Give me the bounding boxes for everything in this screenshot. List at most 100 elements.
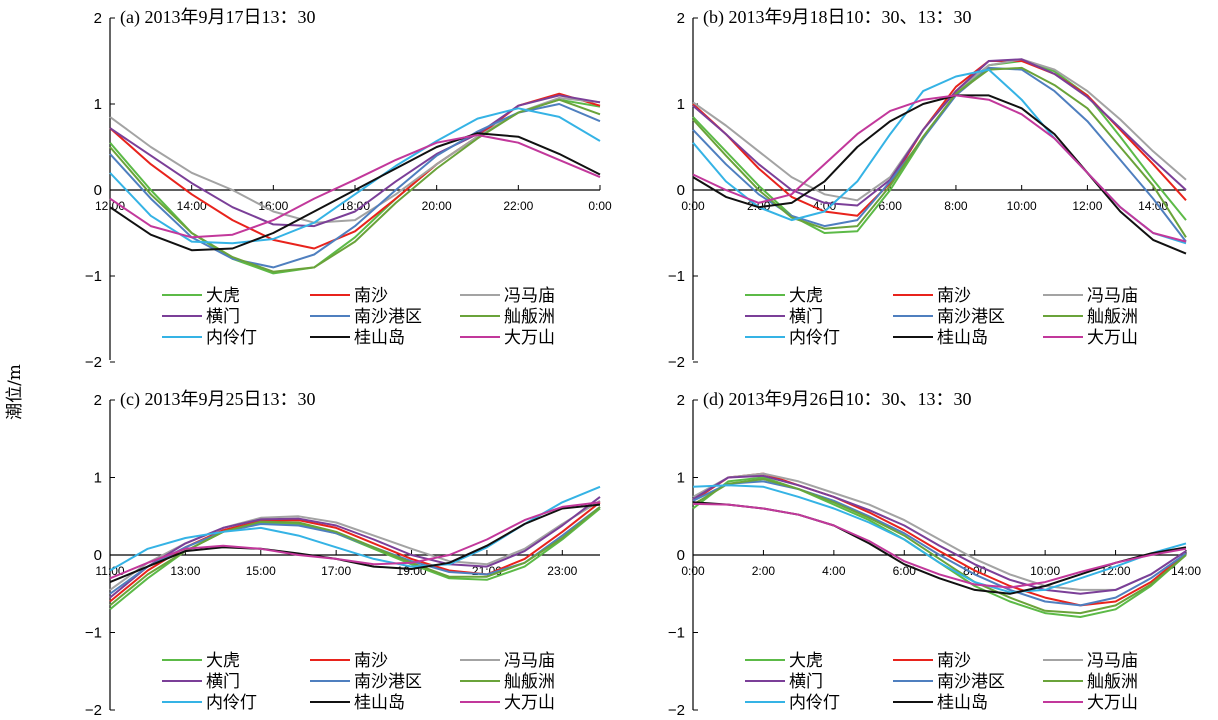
- panel-c-y-tick-label: −2: [85, 702, 102, 719]
- panel-a-y-tick-label: 1: [94, 96, 102, 113]
- panel-c-series-line: [109, 506, 601, 607]
- panel-a-series-line: [109, 107, 601, 245]
- panel-a-legend-label: 冯马庙: [504, 286, 555, 306]
- panel-c-y-tick-label: −1: [85, 625, 102, 642]
- panel-a-y-tick-label: 0: [94, 182, 102, 199]
- panel-a-y-tick-label: −1: [85, 268, 102, 285]
- panel-b-y-tick-label: −1: [668, 268, 685, 285]
- panel-c-legend-label: 内伶仃: [206, 693, 257, 713]
- panel-d-series-line: [692, 480, 1187, 607]
- panel-a-series-line: [109, 98, 601, 273]
- panel-d-series-line: [692, 472, 1187, 607]
- panel-c-legend-label: 舢舨洲: [504, 672, 555, 692]
- panel-d-x-tick-label: 12:00: [1101, 564, 1131, 578]
- panel-b-legend-label: 大万山: [1087, 328, 1138, 348]
- panel-c-x-tick-label: 15:00: [246, 564, 276, 578]
- panel-b-y-tick-label: 2: [677, 10, 685, 27]
- panel-d-legend-label: 南沙港区: [937, 672, 1005, 692]
- panel-b-x-tick-label: 10:00: [1007, 199, 1037, 213]
- panel-a-x-tick-label: 20:00: [422, 199, 452, 213]
- panel-a-x-tick-label: 16:00: [258, 199, 288, 213]
- panel-c-legend-label: 大万山: [504, 693, 555, 713]
- panel-b-legend-label: 舢舨洲: [1087, 307, 1138, 327]
- panel-a-legend-label: 横门: [206, 307, 240, 327]
- panel-d-legend-label: 桂山岛: [937, 693, 988, 713]
- panel-a-legend-label: 南沙: [354, 286, 388, 306]
- panel-d-x-tick-label: 10:00: [1030, 564, 1060, 578]
- panel-d-y-tick-label: 1: [677, 470, 685, 487]
- panel-c-series-line: [109, 496, 601, 599]
- panel-d-y-tick-label: 0: [677, 547, 685, 564]
- panel-d-title: (d) 2013年9月26日10：30、13：30: [703, 389, 972, 410]
- panel-d-x-tick-label: 4:00: [822, 564, 846, 578]
- panel-d-series-line: [692, 476, 1187, 618]
- panel-a-legend-label: 大万山: [504, 328, 555, 348]
- panel-a-legend-label: 内伶仃: [206, 328, 257, 348]
- panel-a-y-tick-label: 2: [94, 10, 102, 27]
- panel-a-legend-label: 桂山岛: [354, 328, 405, 348]
- panel-b-y-tick-label: 1: [677, 96, 685, 113]
- panel-d-x-tick-label: 6:00: [893, 564, 917, 578]
- panel-a-x-tick-label: 18:00: [340, 199, 370, 213]
- panel-d-x-tick-label: 2:00: [752, 564, 776, 578]
- panel-c-title: (c) 2013年9月25日13：30: [120, 389, 315, 410]
- panel-d-series-line: [692, 501, 1187, 595]
- panel-d-series-line: [692, 474, 1187, 595]
- panel-d-x-tick-label: 0:00: [681, 564, 705, 578]
- panel-d-legend-label: 内伶仃: [789, 693, 840, 713]
- panel-a-legend-label: 大虎: [206, 286, 240, 306]
- panel-d-legend-label: 舢舨洲: [1087, 672, 1138, 692]
- panel-c-legend-label: 桂山岛: [354, 693, 405, 713]
- figure-ylabel: 潮位/m: [5, 364, 25, 420]
- panel-c-x-tick-label: 13:00: [170, 564, 200, 578]
- panel-b-legend-label: 横门: [789, 307, 823, 327]
- panel-d-series-line: [692, 472, 1187, 591]
- panel-b-series-line: [692, 66, 1187, 238]
- panel-c-legend-label: 南沙: [354, 651, 388, 671]
- panel-b-series-line: [692, 58, 1187, 207]
- panel-c-legend-label: 南沙港区: [354, 672, 422, 692]
- panel-a-x-tick-label: 12:00: [95, 199, 125, 213]
- panel-c-x-tick-label: 11:00: [95, 564, 124, 578]
- panel-a-series-line: [109, 94, 601, 228]
- panel-a-legend-label: 南沙港区: [354, 307, 422, 327]
- panel-d-x-tick-label: 14:00: [1171, 564, 1201, 578]
- panel-b-legend-label: 南沙港区: [937, 307, 1005, 327]
- panel-a-x-tick-label: 14:00: [177, 199, 207, 213]
- panel-c-legend-label: 大虎: [206, 651, 240, 671]
- panel-c-x-tick-label: 17:00: [321, 564, 351, 578]
- panel-a-title: (a) 2013年9月17日13：30: [120, 7, 315, 28]
- panel-d-y-tick-label: −2: [668, 702, 685, 719]
- panel-b-x-tick-label: 8:00: [944, 199, 968, 213]
- panel-b-legend-label: 大虎: [789, 286, 823, 306]
- panel-c-x-tick-label: 23:00: [547, 564, 577, 578]
- panel-d-legend-label: 大万山: [1087, 693, 1138, 713]
- panel-b-y-tick-label: −2: [668, 354, 685, 371]
- panel-b-series-line: [692, 66, 1187, 243]
- panel-b-series-line: [692, 68, 1187, 245]
- panel-a-y-tick-label: −2: [85, 354, 102, 371]
- panel-b-legend-label: 南沙: [937, 286, 971, 306]
- panel-b-series-line: [692, 94, 1187, 243]
- panel-a-series-line: [109, 134, 601, 239]
- panel-d-legend-label: 横门: [789, 672, 823, 692]
- panel-a-series-line: [109, 132, 601, 252]
- panel-c-legend-label: 横门: [206, 672, 240, 692]
- panel-a-x-tick-label: 22:00: [503, 199, 533, 213]
- panel-d-series-line: [692, 502, 1187, 589]
- panel-d-y-tick-label: 2: [677, 392, 685, 409]
- panel-a-x-tick-label: 0:00: [588, 199, 612, 213]
- panel-d-y-tick-label: −1: [668, 625, 685, 642]
- panel-b-series-line: [692, 94, 1187, 255]
- panel-d-legend-label: 大虎: [789, 651, 823, 671]
- panel-a-legend-label: 舢舨洲: [504, 307, 555, 327]
- panel-d-series-line: [692, 484, 1187, 594]
- panel-c-y-tick-label: 0: [94, 547, 102, 564]
- panel-c-y-tick-label: 2: [94, 392, 102, 409]
- panel-b-legend-label: 桂山岛: [937, 328, 988, 348]
- panel-b-title: (b) 2013年9月18日10：30、13：30: [703, 7, 972, 28]
- panel-c-y-tick-label: 1: [94, 470, 102, 487]
- panel-b-x-tick-label: 0:00: [681, 199, 705, 213]
- panel-b-x-tick-label: 6:00: [879, 199, 903, 213]
